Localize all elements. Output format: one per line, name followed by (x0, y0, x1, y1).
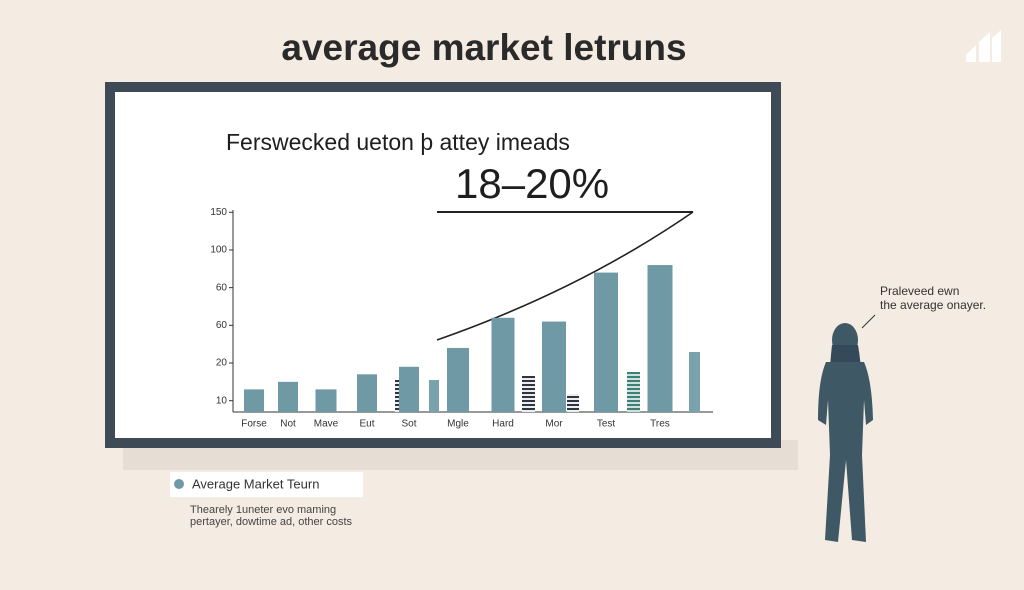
bar (244, 389, 264, 412)
logo-part (979, 32, 990, 62)
bar (278, 381, 298, 412)
x-tick-label: Hard (492, 419, 514, 430)
logo (966, 30, 1001, 62)
x-tick-label: Mave (314, 419, 339, 430)
x-tick-label: Mgle (447, 419, 469, 430)
y-tick-label: 20 (216, 358, 228, 369)
callout-line: Praleveed ewn (880, 284, 959, 298)
x-tick-label: Test (597, 419, 616, 430)
bar (542, 321, 566, 412)
logo-part (966, 45, 976, 62)
callout-arrow (861, 314, 876, 329)
x-tick-label: Forse (241, 419, 267, 430)
logo-part (992, 30, 1001, 62)
bar (594, 272, 618, 412)
bar (315, 389, 337, 412)
legend-box (170, 472, 363, 497)
caption-line: Thearely 1uneter evo maming (190, 504, 336, 516)
x-tick-label: Eut (359, 419, 374, 430)
page-title: average market letruns (281, 27, 686, 68)
y-tick-label: 60 (216, 282, 228, 293)
decor-bar (522, 376, 535, 412)
bar (357, 374, 377, 412)
legend-label: Average Market Teurn (192, 476, 319, 491)
decor-bar (429, 380, 439, 412)
y-tick-label: 150 (210, 207, 227, 218)
x-tick-label: Mor (545, 419, 563, 430)
bar (491, 317, 515, 412)
chart-subtitle: Ferswecked ueton þ attey imeads (226, 129, 570, 155)
bar (647, 265, 673, 412)
decor-bar (567, 394, 579, 412)
legend-swatch (174, 479, 184, 489)
x-tick-label: Not (280, 419, 296, 430)
caption-line: pertayer, dowtime ad, other costs (190, 516, 353, 528)
callout-line: the average onayer. (880, 298, 986, 312)
person (818, 314, 876, 542)
bar (447, 347, 469, 412)
y-tick-label: 60 (216, 320, 228, 331)
x-tick-label: Sot (401, 419, 416, 430)
person-body (818, 362, 873, 542)
bar (399, 366, 419, 412)
y-tick-label: 10 (216, 395, 228, 406)
decor-bar (689, 352, 700, 412)
headline-figure: 18–20% (455, 160, 609, 207)
trend-curve (436, 211, 694, 341)
x-tick-label: Tres (650, 419, 670, 430)
y-tick-label: 100 (210, 245, 227, 256)
decor-bar (627, 372, 640, 412)
